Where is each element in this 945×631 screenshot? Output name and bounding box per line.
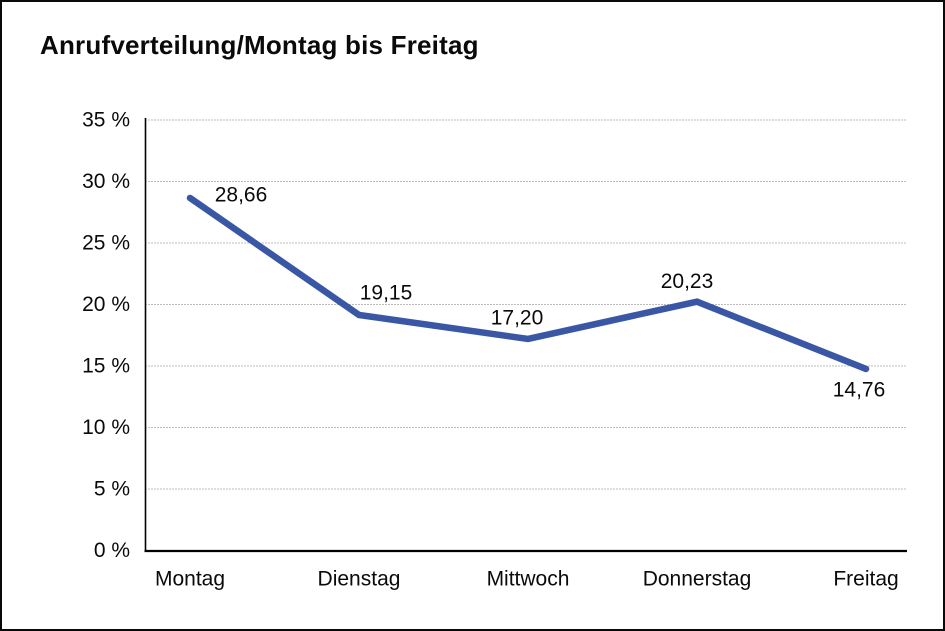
series-line-anrufverteilung	[186, 194, 870, 373]
chart-title: Anrufverteilung/Montag bis Freitag	[40, 30, 479, 60]
y-axis-label-35: 35 %	[82, 109, 130, 132]
data-point-label-montag: 28,66	[215, 183, 268, 206]
x-axis-label-montag: Montag	[155, 568, 225, 591]
y-axis-label-5: 5 %	[94, 478, 130, 501]
y-axis-label-30: 30 %	[82, 170, 130, 193]
x-axis-label-freitag: Freitag	[833, 568, 898, 591]
x-axis-label-donnerstag: Donnerstag	[643, 568, 752, 591]
x-axis-label-dienstag: Dienstag	[318, 568, 401, 591]
data-point-label-dienstag: 19,15	[360, 281, 413, 304]
data-point-label-donnerstag: 20,23	[661, 270, 714, 293]
data-point-label-freitag: 14,76	[833, 378, 886, 401]
y-axis-label-15: 15 %	[82, 355, 130, 378]
y-axis-label-20: 20 %	[82, 293, 130, 316]
y-axis-label-25: 25 %	[82, 232, 130, 255]
y-axis-label-0: 0 %	[94, 539, 130, 562]
y-axis-label-10: 10 %	[82, 416, 130, 439]
x-axis-label-mittwoch: Mittwoch	[487, 568, 570, 591]
data-point-label-mittwoch: 17,20	[491, 306, 544, 329]
